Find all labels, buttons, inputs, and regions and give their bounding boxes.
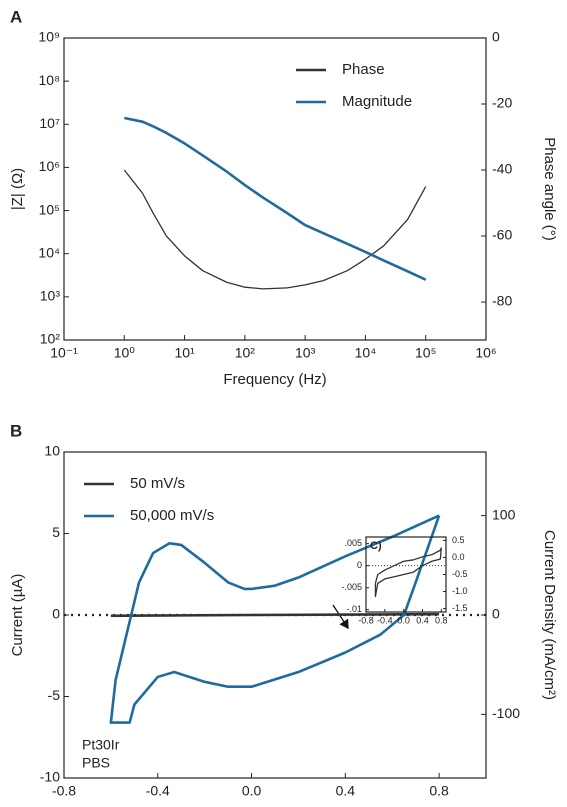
y-tick-label: 10⁵ bbox=[39, 201, 60, 217]
legend-label: 50 mV/s bbox=[130, 475, 185, 492]
y-tick-label: 10³ bbox=[40, 288, 61, 304]
legend-label: Magnitude bbox=[342, 93, 412, 110]
x-tick-label: 10⁰ bbox=[114, 345, 136, 361]
x-tick-label: 0.0 bbox=[242, 783, 262, 799]
x-tick-label: 10⁶ bbox=[475, 345, 496, 361]
inset-arrow bbox=[332, 604, 349, 630]
y-tick-label: -.01 bbox=[346, 604, 362, 614]
y2-axis-label: Phase angle (°) bbox=[541, 137, 558, 241]
x-tick-label: 10¹ bbox=[174, 345, 195, 361]
y-tick-label: -.005 bbox=[341, 582, 362, 592]
y2-tick-label: 0 bbox=[492, 29, 500, 45]
y-axis-label: Current (µA) bbox=[9, 574, 26, 657]
x-tick-label: 0.0 bbox=[397, 615, 410, 625]
x-tick-label: 10⁻¹ bbox=[50, 345, 78, 361]
panel-label: C) bbox=[370, 540, 382, 552]
legend-label: 50,000 mV/s bbox=[130, 507, 214, 524]
x-tick-label: 0.4 bbox=[336, 783, 356, 799]
x-tick-label: -0.8 bbox=[358, 615, 374, 625]
y-tick-label: .005 bbox=[344, 538, 362, 548]
legend-label: Phase bbox=[342, 61, 385, 78]
y-axis-label: |Z| (Ω) bbox=[9, 168, 26, 210]
y-tick-label: 0 bbox=[357, 560, 362, 570]
x-tick-label: 10⁵ bbox=[415, 345, 436, 361]
x-tick-label: -0.4 bbox=[146, 783, 170, 799]
y-tick-label: -5 bbox=[48, 687, 61, 703]
y2-tick-label: -0.5 bbox=[452, 569, 468, 579]
y2-tick-label: -100 bbox=[492, 705, 520, 721]
series-line bbox=[110, 612, 440, 618]
y-tick-label: -10 bbox=[40, 769, 60, 785]
y-tick-label: 10⁴ bbox=[38, 244, 60, 260]
series-line bbox=[124, 116, 427, 281]
y-tick-label: 5 bbox=[52, 524, 60, 540]
series-line bbox=[109, 514, 441, 724]
x-tick-label: 10² bbox=[235, 345, 256, 361]
y2-tick-label: -60 bbox=[492, 227, 512, 243]
annotation: PBS bbox=[82, 755, 110, 771]
x-axis-label: Frequency (Hz) bbox=[223, 371, 326, 388]
y2-tick-label: 0.5 bbox=[452, 535, 465, 545]
y2-tick-label: -40 bbox=[492, 161, 512, 177]
panel-label: B bbox=[10, 421, 22, 440]
x-tick-label: -0.4 bbox=[377, 615, 393, 625]
y-tick-label: 10⁹ bbox=[38, 29, 60, 45]
x-tick-label: 10³ bbox=[295, 345, 316, 361]
y-tick-label: 10 bbox=[44, 443, 60, 459]
y-tick-label: 0 bbox=[52, 606, 60, 622]
series-line bbox=[374, 547, 442, 598]
x-tick-label: 0.8 bbox=[429, 783, 449, 799]
y2-tick-label: -20 bbox=[492, 95, 512, 111]
x-tick-label: 0.8 bbox=[435, 615, 448, 625]
y2-tick-label: -1.0 bbox=[452, 586, 468, 596]
series-line bbox=[123, 169, 427, 290]
y-tick-label: 10⁸ bbox=[39, 72, 61, 88]
y-tick-label: 10² bbox=[40, 331, 61, 347]
y2-tick-label: 100 bbox=[492, 506, 516, 522]
y-tick-label: 10⁶ bbox=[39, 158, 60, 174]
y2-tick-label: -1.5 bbox=[452, 603, 468, 613]
y2-tick-label: 0.0 bbox=[452, 552, 465, 562]
annotation: Pt30Ir bbox=[82, 737, 120, 753]
plot-frame bbox=[63, 37, 487, 341]
x-tick-label: -0.8 bbox=[52, 783, 76, 799]
y-tick-label: 10⁷ bbox=[39, 115, 60, 131]
y2-axis-label: Current Density (mA/cm²) bbox=[541, 530, 558, 700]
y2-tick-label: 0 bbox=[492, 606, 500, 622]
panel-label: A bbox=[10, 7, 22, 26]
x-tick-label: 10⁴ bbox=[355, 345, 377, 361]
y2-tick-label: -80 bbox=[492, 293, 512, 309]
x-tick-label: 0.4 bbox=[416, 615, 429, 625]
